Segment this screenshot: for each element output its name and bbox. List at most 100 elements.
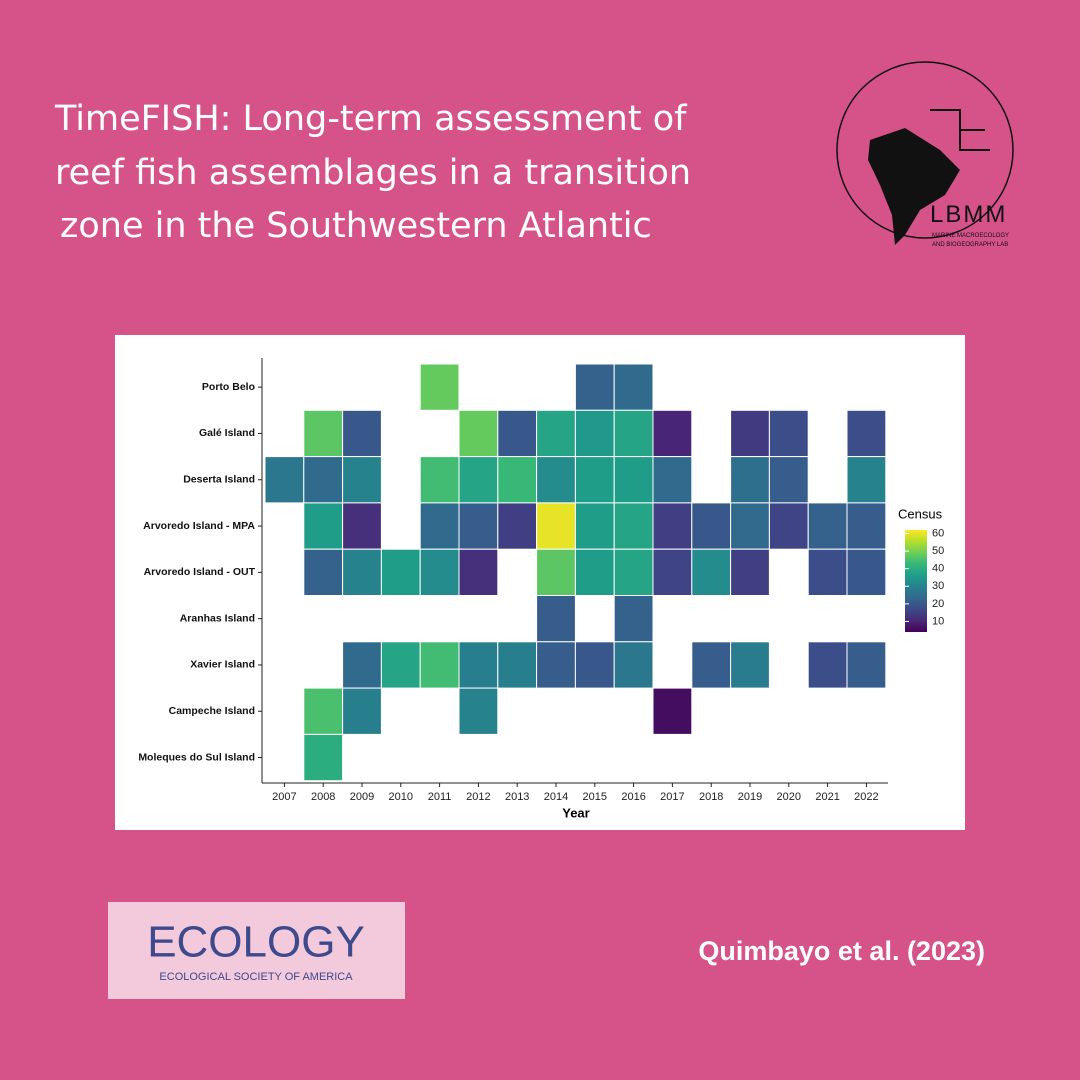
- heat-cell: [768, 456, 809, 504]
- y-tick-label: Arvoredo Island - OUT: [144, 566, 256, 578]
- globe: [836, 61, 1014, 239]
- heat-cell: [303, 456, 344, 504]
- heat-cell: [730, 409, 770, 458]
- heat-cell: [264, 456, 305, 504]
- heat-cell: [730, 502, 770, 550]
- y-tick-label: Moleques do Sul Island: [138, 751, 255, 763]
- y-tick-label: Galé Island: [199, 427, 255, 439]
- heat-cell: [613, 641, 654, 689]
- heat-cell: [303, 548, 344, 597]
- heat-cell: [303, 687, 344, 735]
- heat-cell: [536, 548, 576, 597]
- heat-cell: [419, 548, 460, 597]
- citation: Quimbayo et al. (2023): [698, 936, 985, 966]
- heat-cell: [497, 502, 538, 550]
- heat-cell: [846, 641, 887, 689]
- x-tick-label: 2020: [777, 791, 801, 803]
- heat-cell: [458, 456, 499, 504]
- heat-cell: [536, 595, 576, 643]
- x-tick-label: 2017: [660, 791, 684, 803]
- heat-cell: [730, 548, 770, 597]
- heat-cell: [458, 641, 499, 689]
- title-line: zone in the Southwestern Atlantic: [60, 206, 652, 246]
- heat-cell: [380, 641, 421, 689]
- heat-cell: [380, 548, 421, 597]
- journal-publisher: ECOLOGICAL SOCIETY OF AMERICA: [159, 971, 353, 983]
- heat-cell: [652, 409, 693, 458]
- heat-cell: [574, 456, 615, 504]
- x-tick-label: 2022: [854, 791, 878, 803]
- x-tick-label: 2014: [544, 791, 568, 803]
- heat-cell: [342, 548, 382, 597]
- heat-cell: [691, 641, 732, 689]
- colorbar-tick-label: 60: [932, 527, 944, 539]
- colorbar: [905, 530, 927, 632]
- x-tick-label: 2016: [621, 791, 645, 803]
- x-tick-label: 2010: [389, 791, 413, 803]
- heat-cell: [458, 687, 499, 735]
- x-tick-label: 2007: [272, 791, 296, 803]
- title-line: reef fish assemblages in a transition: [55, 153, 691, 193]
- heat-cell: [652, 548, 693, 597]
- logo-name: LBMM: [930, 201, 1007, 228]
- x-tick-label: 2009: [350, 791, 374, 803]
- journal-name: ECOLOGY: [147, 918, 365, 967]
- x-axis-title: Year: [562, 805, 589, 820]
- colorbar-tick-label: 30: [932, 580, 944, 592]
- heat-cell: [342, 456, 382, 504]
- heat-cell: [497, 456, 538, 504]
- heat-cell: [574, 502, 615, 550]
- heat-cell: [342, 641, 382, 689]
- title-line: TimeFISH: Long-term assessment of: [54, 99, 687, 139]
- colorbar-tick-label: 50: [932, 545, 944, 557]
- x-tick-label: 2015: [583, 791, 607, 803]
- heat-cell: [303, 409, 344, 458]
- heat-cell: [574, 363, 615, 411]
- logo-subtitle: MARINE MACROECOLOGY: [932, 233, 1009, 239]
- heat-cell: [652, 687, 693, 735]
- heat-cell: [730, 641, 770, 689]
- heat-cell: [730, 456, 770, 504]
- y-tick-label: Xavier Island: [190, 659, 255, 671]
- heat-cell: [613, 456, 654, 504]
- heat-cell: [652, 456, 693, 504]
- heat-cell: [807, 502, 848, 550]
- heat-cell: [497, 409, 538, 458]
- journal-box: [108, 902, 405, 999]
- heat-cell: [458, 502, 499, 550]
- heat-cell: [536, 409, 576, 458]
- x-tick-label: 2013: [505, 791, 529, 803]
- heat-cell: [419, 641, 460, 689]
- x-tick-label: 2011: [428, 791, 452, 803]
- colorbar-tick-label: 20: [932, 598, 944, 610]
- heat-cell: [536, 456, 576, 504]
- x-tick-label: 2012: [466, 791, 490, 803]
- logo: LBMM MARINE MACROECOLOGY AND BIOGEOGRAPH…: [836, 61, 1014, 248]
- heat-cell: [846, 409, 887, 458]
- heat-cell: [574, 409, 615, 458]
- continent: [868, 128, 960, 245]
- legend-title: Census: [898, 506, 943, 521]
- heat-cell: [846, 548, 887, 597]
- heat-cell: [574, 641, 615, 689]
- heat-cell: [574, 548, 615, 597]
- heat-cell: [768, 409, 809, 458]
- heat-cell: [342, 409, 382, 458]
- x-tick-label: 2019: [738, 791, 762, 803]
- heat-cell: [691, 502, 732, 550]
- heat-cell: [536, 502, 576, 550]
- logo-subtitle: AND BIOGEOGRAPHY LAB: [932, 242, 1008, 248]
- heat-cell: [497, 641, 538, 689]
- x-tick-label: 2021: [815, 791, 839, 803]
- heat-cell: [846, 456, 887, 504]
- x-tick-label: 2018: [699, 791, 723, 803]
- heat-cell: [303, 502, 344, 550]
- y-tick-label: Aranhas Island: [180, 612, 255, 624]
- x-tick-label: 2008: [311, 791, 335, 803]
- heat-cell: [458, 548, 499, 597]
- heat-cell: [613, 502, 654, 550]
- colorbar-tick-label: 40: [932, 563, 944, 575]
- heat-cell: [342, 502, 382, 550]
- heat-cell: [691, 548, 732, 597]
